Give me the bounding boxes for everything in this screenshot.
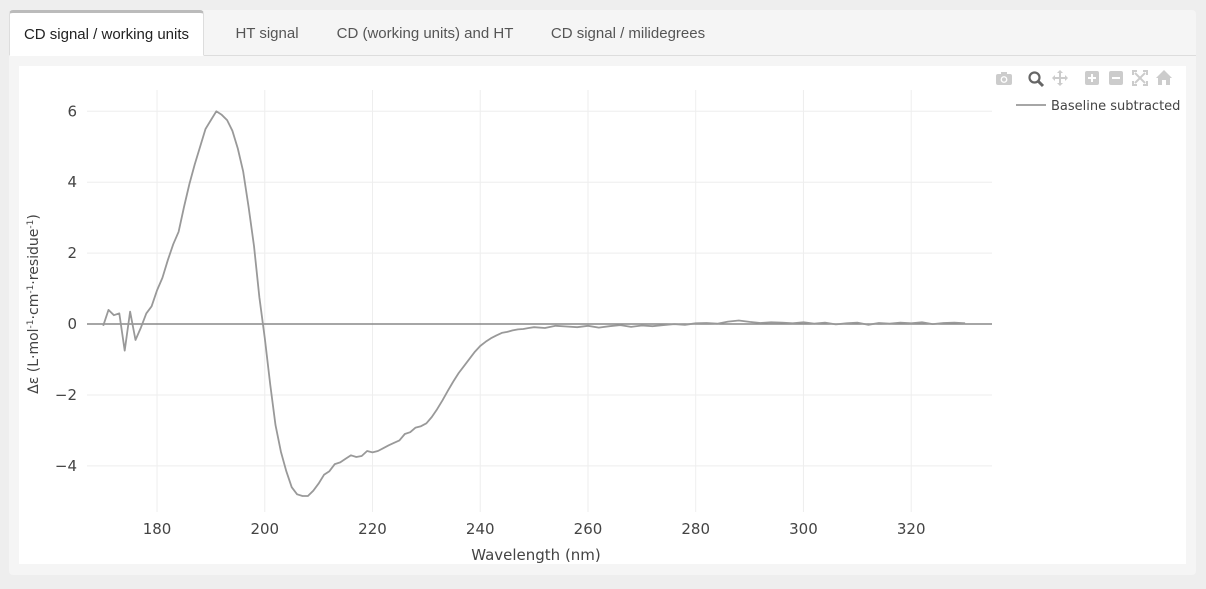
y-tick-label: −4 — [55, 457, 77, 475]
grid — [87, 90, 992, 512]
x-tick-label: 260 — [574, 520, 603, 538]
zoom-in-icon[interactable] — [1085, 71, 1099, 85]
series-line-baseline-subtracted[interactable] — [102, 110, 966, 497]
x-tick-label: 280 — [681, 520, 710, 538]
x-tick-label: 180 — [143, 520, 172, 538]
y-tick-label: 6 — [67, 102, 77, 120]
x-tick-label: 300 — [789, 520, 818, 538]
x-axis-label: Wavelength (nm) — [471, 546, 601, 564]
tab-cd-and-ht[interactable]: CD (working units) and HT — [336, 25, 514, 42]
legend-label[interactable]: Baseline subtracted — [1051, 99, 1180, 114]
y-tick-label: 0 — [67, 315, 77, 333]
plot-card: 6 4 2 0 −2 −4 180 200 220 240 260 280 300 320 Wavele… — [19, 66, 1186, 564]
zoom-out-icon[interactable] — [1109, 71, 1123, 85]
y-tick-labels: 6 4 2 0 −2 −4 — [55, 102, 77, 475]
y-tick-label: 4 — [67, 173, 77, 191]
x-tick-label: 220 — [358, 520, 387, 538]
tab-cd-working-units[interactable]: CD signal / working units — [9, 10, 204, 56]
y-tick-label: −2 — [55, 386, 77, 404]
x-tick-label: 240 — [466, 520, 495, 538]
tab-bar: CD signal / working units HT signal CD (… — [9, 10, 1196, 56]
pan-icon[interactable] — [1052, 70, 1068, 86]
autoscale-icon[interactable] — [1132, 70, 1148, 86]
cd-chart[interactable]: 6 4 2 0 −2 −4 180 200 220 240 260 280 300 320 Wavele… — [19, 66, 1186, 564]
tab-ht-signal[interactable]: HT signal — [235, 25, 299, 42]
x-tick-labels: 180 200 220 240 260 280 300 320 — [143, 520, 926, 538]
y-tick-label: 2 — [67, 244, 77, 262]
x-tick-label: 200 — [250, 520, 279, 538]
zoom-icon[interactable] — [1028, 71, 1045, 88]
camera-icon[interactable] — [996, 72, 1012, 85]
home-icon[interactable] — [1156, 70, 1172, 85]
y-axis-label: Δε (L·mol-1·cm-1·residue-1) — [26, 214, 42, 394]
tab-cd-millidegrees[interactable]: CD signal / milidegrees — [550, 25, 706, 42]
x-tick-label: 320 — [897, 520, 926, 538]
